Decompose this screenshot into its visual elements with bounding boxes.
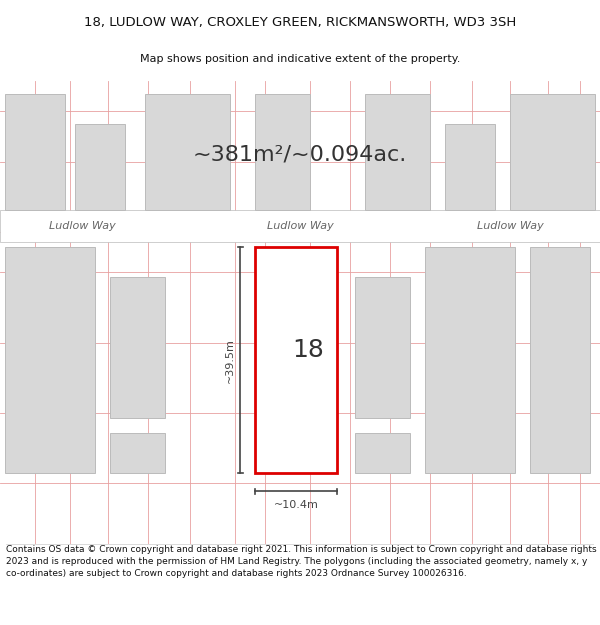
Bar xyxy=(425,247,515,473)
Bar xyxy=(530,247,590,473)
Text: ~39.5m: ~39.5m xyxy=(225,338,235,382)
Bar xyxy=(510,94,595,210)
Text: Ludlow Way: Ludlow Way xyxy=(266,221,334,231)
Bar xyxy=(255,94,310,210)
Bar xyxy=(355,433,410,473)
Bar xyxy=(110,433,165,473)
Text: Ludlow Way: Ludlow Way xyxy=(476,221,544,231)
Bar xyxy=(110,278,165,418)
Text: 18: 18 xyxy=(292,338,324,362)
Bar xyxy=(355,278,410,418)
Bar xyxy=(145,94,230,210)
Bar xyxy=(0,210,600,242)
Bar xyxy=(75,124,125,210)
Text: Ludlow Way: Ludlow Way xyxy=(49,221,115,231)
Bar xyxy=(5,94,65,210)
Text: Contains OS data © Crown copyright and database right 2021. This information is : Contains OS data © Crown copyright and d… xyxy=(6,545,596,578)
Text: ~10.4m: ~10.4m xyxy=(274,499,319,509)
Bar xyxy=(365,94,430,210)
Bar xyxy=(5,247,95,473)
Text: Map shows position and indicative extent of the property.: Map shows position and indicative extent… xyxy=(140,54,460,64)
Text: 18, LUDLOW WAY, CROXLEY GREEN, RICKMANSWORTH, WD3 3SH: 18, LUDLOW WAY, CROXLEY GREEN, RICKMANSW… xyxy=(84,16,516,29)
Bar xyxy=(445,124,495,210)
Bar xyxy=(255,247,337,473)
Text: ~381m²/~0.094ac.: ~381m²/~0.094ac. xyxy=(193,144,407,164)
